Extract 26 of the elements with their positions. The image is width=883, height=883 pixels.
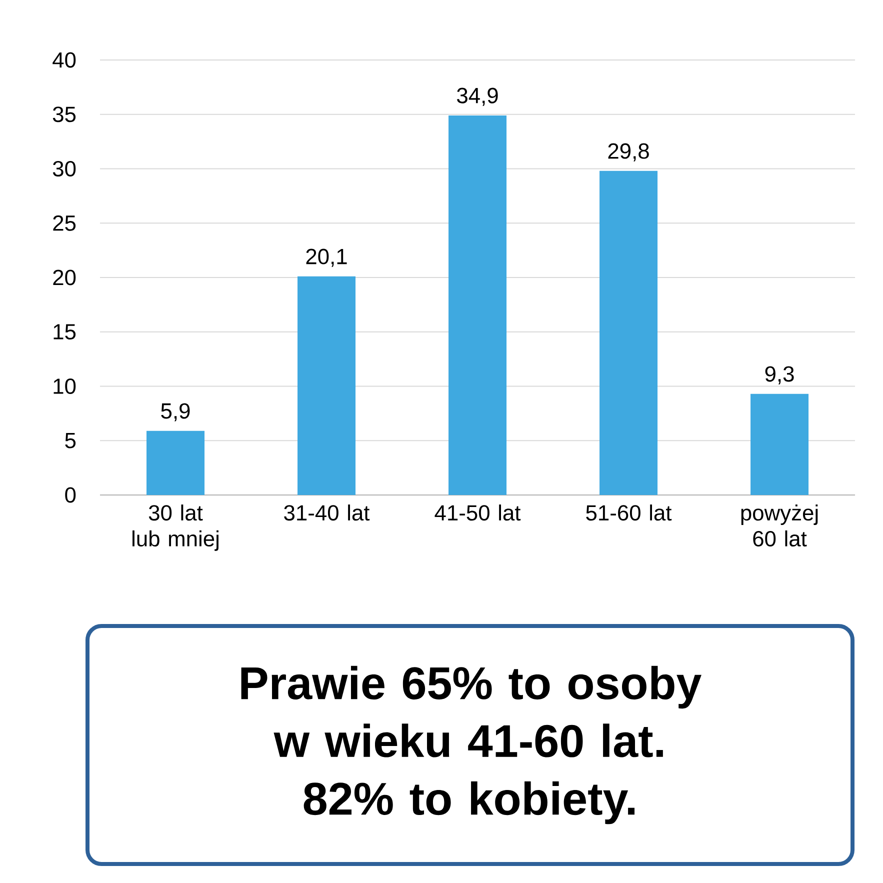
x-tick-label: powyżej 60 lat [741,504,818,547]
data-label: 5,9 [161,403,190,422]
data-label: 9,3 [765,366,794,384]
bar [750,394,809,495]
data-label: 29,8 [608,143,649,162]
y-tick-label: 5 [65,432,76,448]
y-tick-label: 35 [52,106,76,122]
text: 82% to kobiety. [304,781,635,824]
y-tick-label: 0 [65,487,76,503]
data-label: 34,9 [457,88,498,106]
x-tick-label: 31-40 lat [284,504,370,521]
x-tick-label: 30 lat lub mniej [132,504,218,551]
x-tick-label: 51-60 lat [586,504,672,521]
y-tick-label: 40 [52,52,76,68]
y-tick-label: 20 [53,270,76,286]
y-tick-label: 25 [53,215,76,231]
y-tick-label: 15 [54,324,76,340]
y-tick-label: 10 [54,378,76,394]
x-tick-label: 41-50 lat [434,504,521,521]
y-tick-label: 30 [52,160,76,176]
bar [448,115,507,495]
bar [146,430,205,495]
bar [298,276,356,495]
bar [600,170,658,495]
data-label: 20,1 [306,248,347,267]
text: Prawie 65% to osoby w wieku 41-60 lat. [241,666,702,758]
